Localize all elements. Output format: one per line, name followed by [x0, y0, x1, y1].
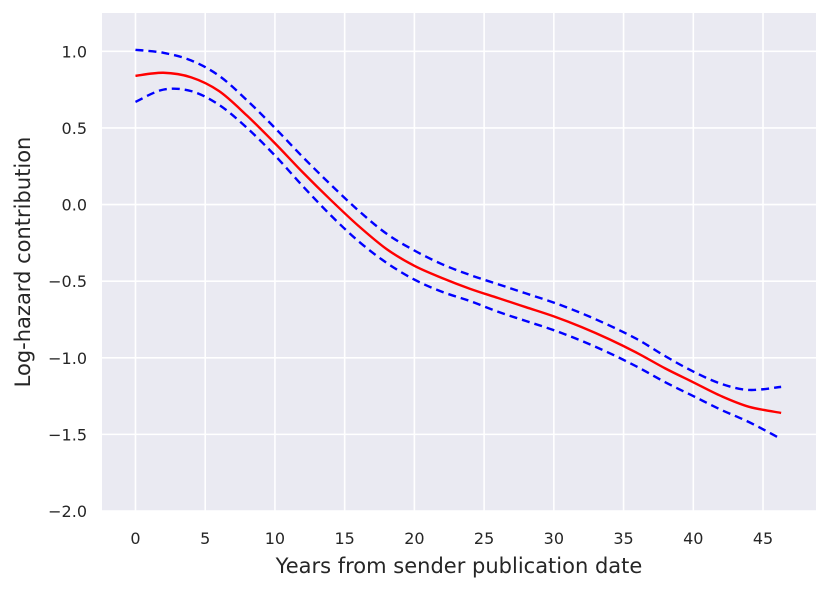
x-tick-label: 25	[474, 529, 494, 548]
y-tick-label: 0.5	[62, 119, 87, 138]
x-axis-title: Years from sender publication date	[275, 554, 643, 578]
grid-lines	[102, 13, 816, 512]
x-tick-label: 35	[613, 529, 633, 548]
x-tick-label: 10	[265, 529, 285, 548]
series-line-estimate	[135, 71, 782, 415]
x-tick-label: 15	[334, 529, 354, 548]
y-tick-label: −1.5	[48, 425, 87, 444]
x-tick-label: 0	[130, 529, 140, 548]
plot-background	[102, 13, 816, 511]
x-tick-label: 45	[753, 529, 773, 548]
y-tick-label: 1.0	[62, 42, 87, 61]
y-tick-labels: 1.0 0.5 0.0 −0.5 −1.0 −1.5 −2.0	[48, 42, 87, 521]
x-tick-label: 40	[683, 529, 703, 548]
y-tick-label: −2.0	[48, 502, 87, 521]
y-tick-label: 0.0	[62, 196, 87, 215]
series-line-upper-bound	[135, 48, 782, 392]
x-tick-label: 5	[200, 529, 210, 548]
series-line-lower-bound	[134, 87, 782, 441]
x-tick-label: 20	[404, 529, 424, 548]
y-tick-label: −0.5	[48, 272, 87, 291]
y-axis-title: Log-hazard contribution	[11, 137, 35, 388]
x-tick-labels: 0 5 10 15 20 25 30 35 40 45	[130, 529, 773, 548]
series-layer	[134, 48, 782, 441]
y-tick-label: −1.0	[48, 349, 87, 368]
x-tick-label: 30	[544, 529, 564, 548]
